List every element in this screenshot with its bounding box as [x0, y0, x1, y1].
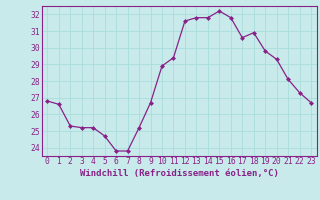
X-axis label: Windchill (Refroidissement éolien,°C): Windchill (Refroidissement éolien,°C)	[80, 169, 279, 178]
